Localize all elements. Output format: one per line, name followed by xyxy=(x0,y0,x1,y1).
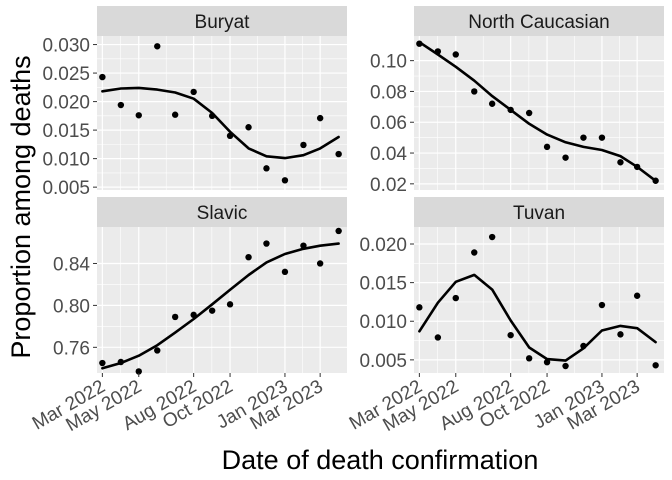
y-tick-label: 0.015 xyxy=(359,274,407,295)
panel-background-north-caucasian xyxy=(414,36,664,190)
data-point xyxy=(452,294,459,302)
data-point xyxy=(562,154,569,161)
data-point xyxy=(562,362,569,370)
data-point xyxy=(652,362,659,369)
trend-line-north-caucasian xyxy=(418,40,657,183)
data-point xyxy=(300,242,307,249)
y-tick-label: 0.010 xyxy=(42,150,90,171)
panel-north-caucasian: North Caucasian 0.02 0.04 0.06 0.08 0.10 xyxy=(370,6,664,196)
strip-slavic xyxy=(97,197,347,227)
panel-background-tuvan xyxy=(414,227,664,373)
data-point xyxy=(633,292,641,299)
data-point xyxy=(335,150,342,158)
data-point xyxy=(245,124,252,131)
data-point xyxy=(434,334,442,341)
y-tick-label: 0.76 xyxy=(53,338,90,359)
y-tick-label: 0.005 xyxy=(42,178,90,199)
data-point xyxy=(208,112,216,120)
data-point xyxy=(135,112,142,119)
strip-label-buryat: Buryat xyxy=(195,12,251,33)
y-tick-label: 0.80 xyxy=(53,296,90,317)
data-point xyxy=(300,141,307,149)
data-point xyxy=(263,240,270,247)
data-point xyxy=(543,358,551,366)
strip-north-caucasian xyxy=(414,6,664,36)
y-tick-label: 0.010 xyxy=(359,312,407,333)
strip-buryat xyxy=(97,6,347,36)
data-point xyxy=(434,48,442,55)
x-axis-title: Date of death confirmation xyxy=(222,445,539,475)
data-point xyxy=(117,358,125,366)
y-tick-label: 0.84 xyxy=(53,254,90,275)
data-point xyxy=(154,347,161,354)
strip-label-north-caucasian: North Caucasian xyxy=(468,12,610,33)
y-tick-label: 0.025 xyxy=(42,64,90,85)
y-tick-label: 0.005 xyxy=(359,351,407,372)
data-point xyxy=(99,73,106,81)
data-point xyxy=(208,307,216,314)
data-point xyxy=(171,313,179,321)
data-point xyxy=(471,249,478,256)
panel-buryat: Buryat 0.005 0.010 0.015 0.020 0.025 0.030 xyxy=(42,6,347,199)
data-point xyxy=(416,304,423,311)
data-point xyxy=(281,177,289,184)
data-point xyxy=(543,143,551,151)
data-point xyxy=(117,101,125,109)
trend-line-tuvan xyxy=(418,273,657,362)
data-point xyxy=(226,132,234,140)
data-point xyxy=(226,301,234,308)
data-point xyxy=(452,51,459,58)
y-tick-label: 0.02 xyxy=(370,175,407,196)
data-point xyxy=(633,163,641,171)
facet-panels: Buryat 0.005 0.010 0.015 0.020 0.025 0.030 Nort… xyxy=(29,6,664,436)
data-point xyxy=(135,368,142,375)
data-point xyxy=(416,40,423,47)
y-tick-label: 0.020 xyxy=(359,235,407,256)
data-point xyxy=(488,100,496,107)
y-tick-label: 0.020 xyxy=(42,93,90,114)
data-point xyxy=(525,355,533,362)
trend-line-buryat xyxy=(101,86,340,160)
data-point xyxy=(617,331,624,338)
data-point xyxy=(335,227,342,235)
data-point xyxy=(580,342,587,350)
trend-line-slavic xyxy=(101,242,340,370)
y-tick-label: 0.030 xyxy=(42,36,90,57)
strip-label-slavic: Slavic xyxy=(197,203,248,224)
y-tick-label: 0.04 xyxy=(370,144,407,165)
data-point xyxy=(316,260,324,267)
data-point xyxy=(598,134,606,141)
y-axis-title: Proportion among deaths xyxy=(6,55,36,358)
data-point xyxy=(488,233,496,241)
y-tick-label: 0.08 xyxy=(370,82,407,103)
data-point xyxy=(507,106,514,114)
y-tick-label: 0.015 xyxy=(42,121,90,142)
data-point xyxy=(154,43,161,50)
y-tick-label: 0.06 xyxy=(370,113,407,134)
data-point xyxy=(507,331,514,339)
data-point xyxy=(281,268,289,276)
data-point xyxy=(652,177,659,184)
data-point xyxy=(580,134,587,141)
data-point xyxy=(99,359,106,367)
data-point xyxy=(171,111,179,118)
strip-label-tuvan: Tuvan xyxy=(513,203,565,224)
data-point xyxy=(263,165,270,172)
data-point xyxy=(190,311,197,319)
data-point xyxy=(316,114,324,122)
data-point xyxy=(471,88,478,95)
data-point xyxy=(617,159,624,166)
data-point xyxy=(598,301,606,309)
data-point xyxy=(190,88,197,96)
data-point xyxy=(525,109,533,117)
y-tick-label: 0.10 xyxy=(370,52,407,73)
strip-tuvan xyxy=(414,197,664,227)
data-point xyxy=(245,253,252,261)
